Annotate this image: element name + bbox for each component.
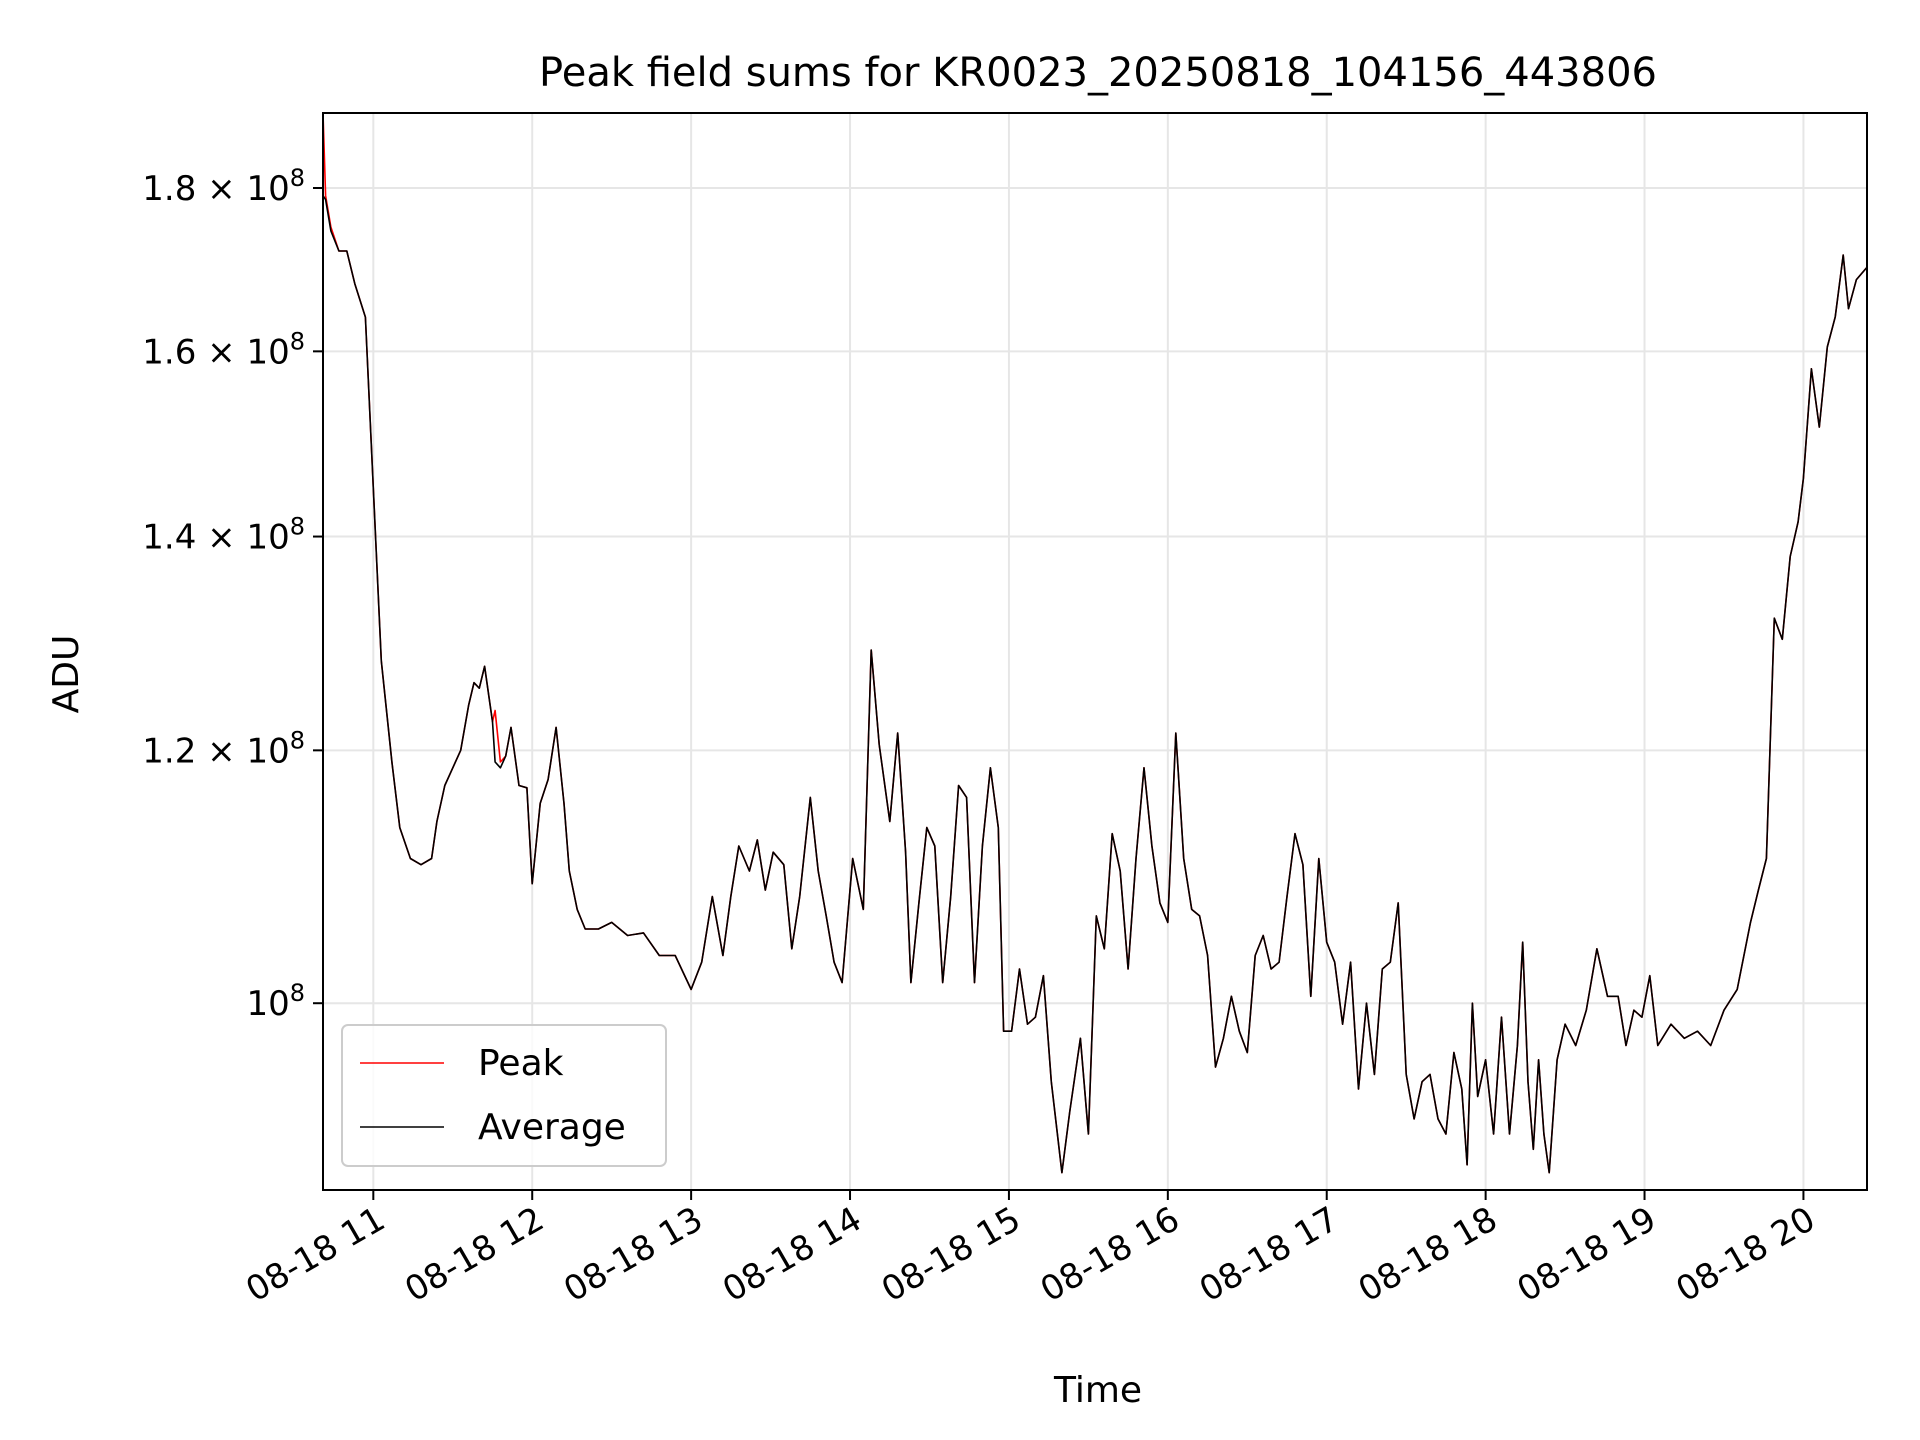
chart-title: Peak field sums for KR0023_20250818_1041… (539, 50, 1657, 96)
y-axis-label: ADU (46, 635, 87, 714)
grid (323, 113, 1867, 1190)
legend: Peak Average (341, 1024, 667, 1167)
legend-box (341, 1024, 667, 1167)
series-layer (323, 113, 1867, 1174)
legend-label-average: Average (478, 1107, 626, 1148)
y-tick-label: 1.2 × 108 (142, 726, 305, 771)
y-tick-label: 108 (246, 979, 305, 1024)
legend-label-peak: Peak (478, 1043, 564, 1084)
y-tick-label: 1.6 × 108 (142, 327, 305, 372)
y-tick-label: 1.4 × 108 (142, 513, 305, 558)
series-line-average (323, 195, 1867, 1174)
y-axis-ticks: 108 1.2 × 108 1.4 × 108 1.6 × 108 1.8 × 108 (142, 164, 323, 1024)
x-axis-label: Time (1053, 1370, 1142, 1411)
plot-frame (322, 112, 1868, 1191)
y-tick-label: 1.8 × 108 (142, 164, 305, 209)
